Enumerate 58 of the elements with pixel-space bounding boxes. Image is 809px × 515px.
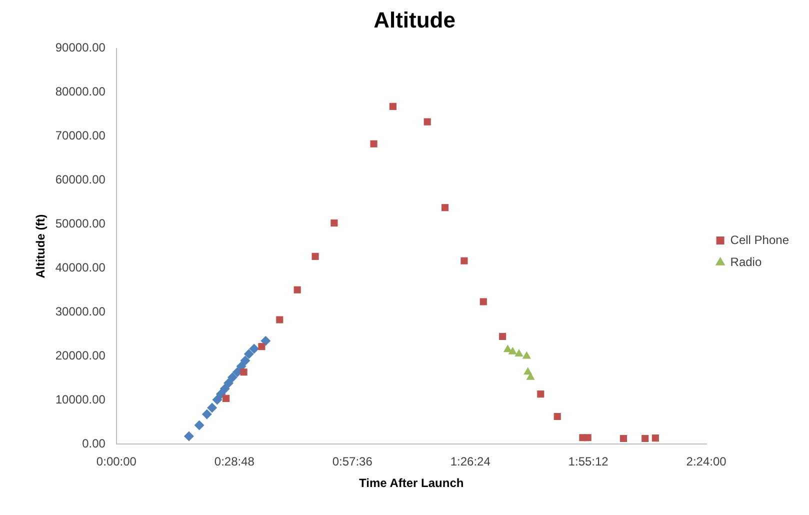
point	[460, 257, 468, 264]
x-tick-label: 0:00:00	[96, 454, 137, 469]
point	[220, 384, 230, 394]
x-tick-label: 1:55:12	[568, 454, 609, 469]
y-tick-label: 30000.00	[55, 304, 106, 319]
x-tick-label: 2:24:00	[686, 454, 727, 469]
y-axis-title: Altitude (ft)	[34, 214, 48, 278]
point	[312, 252, 319, 260]
point	[330, 219, 338, 227]
y-tick-label: 70000.00	[55, 128, 106, 143]
point	[584, 434, 592, 442]
point	[514, 349, 524, 357]
point	[224, 378, 234, 388]
legend-label: Radio	[730, 254, 762, 269]
point	[442, 204, 449, 212]
point	[207, 402, 218, 413]
point	[424, 118, 431, 126]
point	[620, 434, 628, 442]
y-tick-label: 20000.00	[55, 348, 106, 363]
point	[554, 412, 561, 420]
point	[240, 368, 248, 376]
point	[184, 431, 194, 442]
chart-title: Altitude	[374, 7, 456, 32]
x-tick-label: 0:57:36	[332, 454, 373, 469]
point	[522, 351, 531, 359]
point	[194, 420, 204, 430]
point	[244, 349, 254, 360]
y-tick-label: 10000.00	[55, 392, 106, 407]
point	[202, 409, 212, 420]
point	[537, 390, 544, 398]
point	[294, 286, 301, 294]
point	[260, 336, 271, 346]
point	[249, 344, 260, 354]
point	[370, 140, 378, 148]
point	[258, 343, 266, 350]
y-tick-label: 60000.00	[55, 172, 106, 187]
point	[652, 434, 659, 442]
point	[642, 434, 649, 442]
point	[508, 346, 517, 354]
legend-label: Cell Phone	[730, 232, 790, 247]
point	[499, 332, 506, 340]
point	[222, 394, 230, 402]
y-tick-label: 50000.00	[55, 216, 106, 231]
y-tick-label: 80000.00	[55, 84, 106, 99]
point	[240, 356, 250, 366]
point	[212, 394, 222, 405]
y-tick-label: 0.00	[82, 436, 106, 451]
point	[526, 372, 535, 380]
y-tick-label: 90000.00	[55, 40, 106, 55]
y-tick-label: 40000.00	[55, 260, 106, 275]
point	[276, 316, 284, 324]
point	[389, 102, 396, 110]
point	[480, 298, 487, 306]
x-tick-label: 1:26:24	[450, 454, 491, 469]
x-axis-title: Time After Launch	[359, 476, 464, 490]
point	[216, 389, 226, 400]
point	[227, 372, 238, 382]
x-tick-label: 0:28:48	[214, 454, 255, 469]
